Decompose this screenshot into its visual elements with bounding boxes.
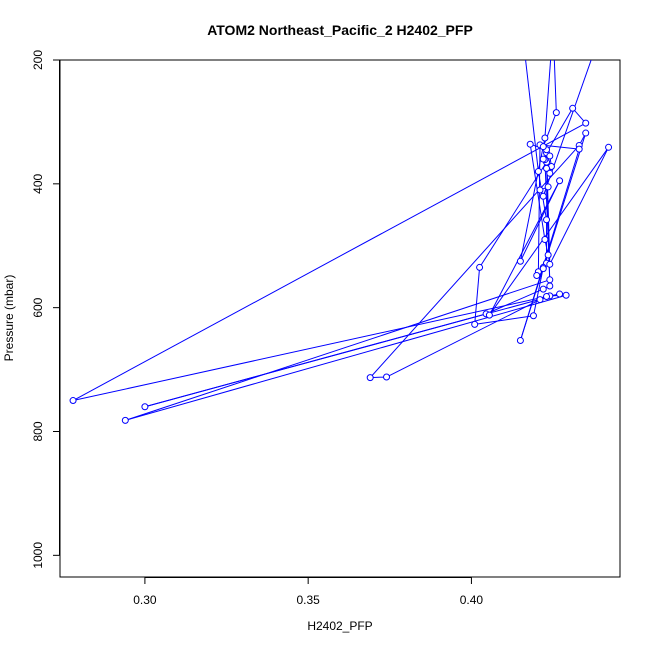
data-point <box>539 285 547 293</box>
series-segment <box>125 279 550 421</box>
data-point <box>543 293 551 301</box>
data-point <box>541 134 549 142</box>
series-segment <box>540 29 586 41</box>
series-segment <box>474 267 481 325</box>
series-segment <box>144 293 560 408</box>
data-point <box>544 251 552 259</box>
data-point <box>526 140 534 148</box>
data-point <box>539 192 547 200</box>
plot-area <box>69 23 613 424</box>
y-tick-label: 600 <box>31 297 45 317</box>
series-segment <box>519 149 580 341</box>
data-point <box>556 290 564 298</box>
data-point <box>582 119 590 127</box>
x-axis: 0.30 0.35 0.40 <box>133 577 483 607</box>
y-tick-label: 200 <box>31 50 45 70</box>
series-segment <box>386 299 541 378</box>
series-segment <box>586 29 602 41</box>
data-point <box>544 183 552 191</box>
y-axis-label: Pressure (mbar) <box>2 275 16 362</box>
data-point <box>539 265 547 273</box>
data-point <box>582 129 590 137</box>
data-point <box>550 23 556 29</box>
data-point <box>537 26 543 32</box>
data-point <box>536 296 544 304</box>
series-segment <box>546 108 574 154</box>
series-segment <box>549 147 610 265</box>
plot-frame <box>59 59 621 578</box>
x-tick-label: 0.35 <box>296 593 320 607</box>
series-segment <box>72 122 586 401</box>
data-point <box>562 291 570 299</box>
data-point <box>516 257 524 265</box>
data-point <box>569 104 577 112</box>
data-point <box>575 145 583 153</box>
data-point <box>546 276 554 284</box>
data-point <box>366 374 374 382</box>
data-point <box>476 263 484 271</box>
data-point <box>519 26 525 32</box>
x-tick-label: 0.30 <box>133 593 157 607</box>
y-tick-label: 1000 <box>31 542 45 569</box>
y-tick-label: 400 <box>31 174 45 194</box>
data-point <box>536 186 544 194</box>
series-segment <box>125 294 567 421</box>
data-point <box>529 312 537 320</box>
data-point <box>605 143 613 151</box>
data-point <box>383 373 391 381</box>
data-point <box>516 336 524 344</box>
data-point <box>546 260 554 268</box>
data-point <box>534 167 542 175</box>
chart-title: ATOM2 Northeast_Pacific_2 H2402_PFP <box>207 22 473 38</box>
data-point <box>552 109 560 117</box>
data-point <box>69 397 77 405</box>
data-point <box>539 155 547 163</box>
data-point <box>546 282 554 290</box>
data-point <box>539 143 547 151</box>
series-segment <box>488 180 561 316</box>
data-point <box>141 403 149 411</box>
data-point <box>599 26 605 32</box>
series-segment <box>485 288 544 315</box>
data-point <box>485 311 493 319</box>
x-axis-label: H2402_PFP <box>307 619 372 633</box>
x-tick-label: 0.40 <box>460 593 484 607</box>
series-segment <box>488 147 609 316</box>
data-point <box>543 164 551 172</box>
data-point <box>541 236 549 244</box>
data-point <box>121 416 129 424</box>
data-point <box>543 216 551 224</box>
series-segment <box>525 60 539 172</box>
data-point <box>546 169 554 177</box>
series-segment <box>553 60 557 113</box>
series-segment <box>72 296 547 402</box>
data-point <box>471 320 479 328</box>
data-point <box>533 271 541 279</box>
data-point <box>583 38 589 44</box>
y-axis: 200 400 600 800 1000 <box>31 50 60 569</box>
series-segment <box>519 180 561 262</box>
data-point <box>556 177 564 185</box>
y-tick-label: 800 <box>31 421 45 441</box>
series-segment <box>369 145 580 378</box>
series-segment <box>544 60 552 139</box>
data-point <box>546 152 554 160</box>
series-segment <box>474 315 534 325</box>
